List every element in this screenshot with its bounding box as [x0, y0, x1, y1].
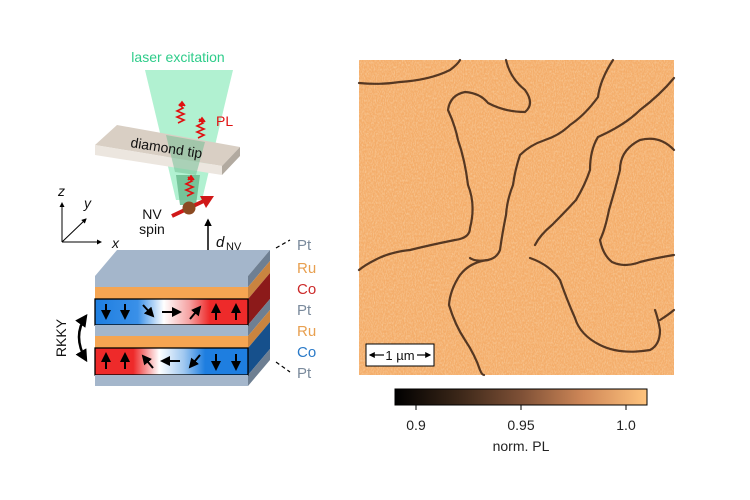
laser-cone — [145, 70, 233, 200]
layer-label: Ru — [297, 260, 316, 277]
layer-label: Co — [297, 281, 316, 298]
nv-label-line2: spin — [139, 221, 165, 237]
axis-z-label: z — [57, 183, 65, 199]
layer-label: Ru — [297, 323, 316, 340]
axes-icon — [59, 202, 102, 245]
rkky-label: RKKY — [53, 318, 69, 357]
distance-label: d — [216, 234, 225, 251]
colorbar-label: norm. PL — [493, 438, 550, 454]
schematic: laser excitation diamond tip PL NV — [53, 49, 316, 386]
domain-walls — [357, 58, 676, 377]
laser-label: laser excitation — [131, 49, 224, 65]
layer-label: Pt — [297, 365, 312, 382]
colorbar: 0.9 0.95 1.0 norm. PL — [394, 388, 648, 454]
bracket-bottom — [275, 361, 291, 373]
spin-arrows-top — [101, 303, 241, 320]
layer-label: Co — [297, 344, 316, 361]
spin-arrows-bottom — [101, 352, 241, 371]
axis-y-label: y — [83, 195, 92, 211]
axis-x-label: x — [111, 235, 120, 251]
colorbar-tick-label: 0.9 — [406, 417, 426, 433]
nv-label-line1: NV — [142, 206, 162, 222]
diamond-tip: diamond tip — [95, 125, 240, 175]
bracket-top — [275, 239, 291, 249]
layer-labels: Pt Ru Co Pt Ru Co Pt — [297, 237, 316, 382]
nv-spin-icon — [171, 196, 214, 218]
multilayer-stack — [94, 250, 270, 386]
colorbar-tick-label: 1.0 — [616, 417, 636, 433]
scale-bar: 1 µm — [365, 343, 435, 367]
colorbar-tick-label: 0.95 — [507, 417, 534, 433]
layer-label: Pt — [297, 237, 312, 254]
layer-label: Pt — [297, 302, 312, 319]
scale-bar-label: 1 µm — [385, 348, 414, 363]
pl-label: PL — [216, 113, 233, 129]
pl-map: 1 µm — [357, 58, 676, 377]
pl-photon-icon — [174, 100, 207, 197]
rkky-coupling-icon — [75, 313, 88, 363]
